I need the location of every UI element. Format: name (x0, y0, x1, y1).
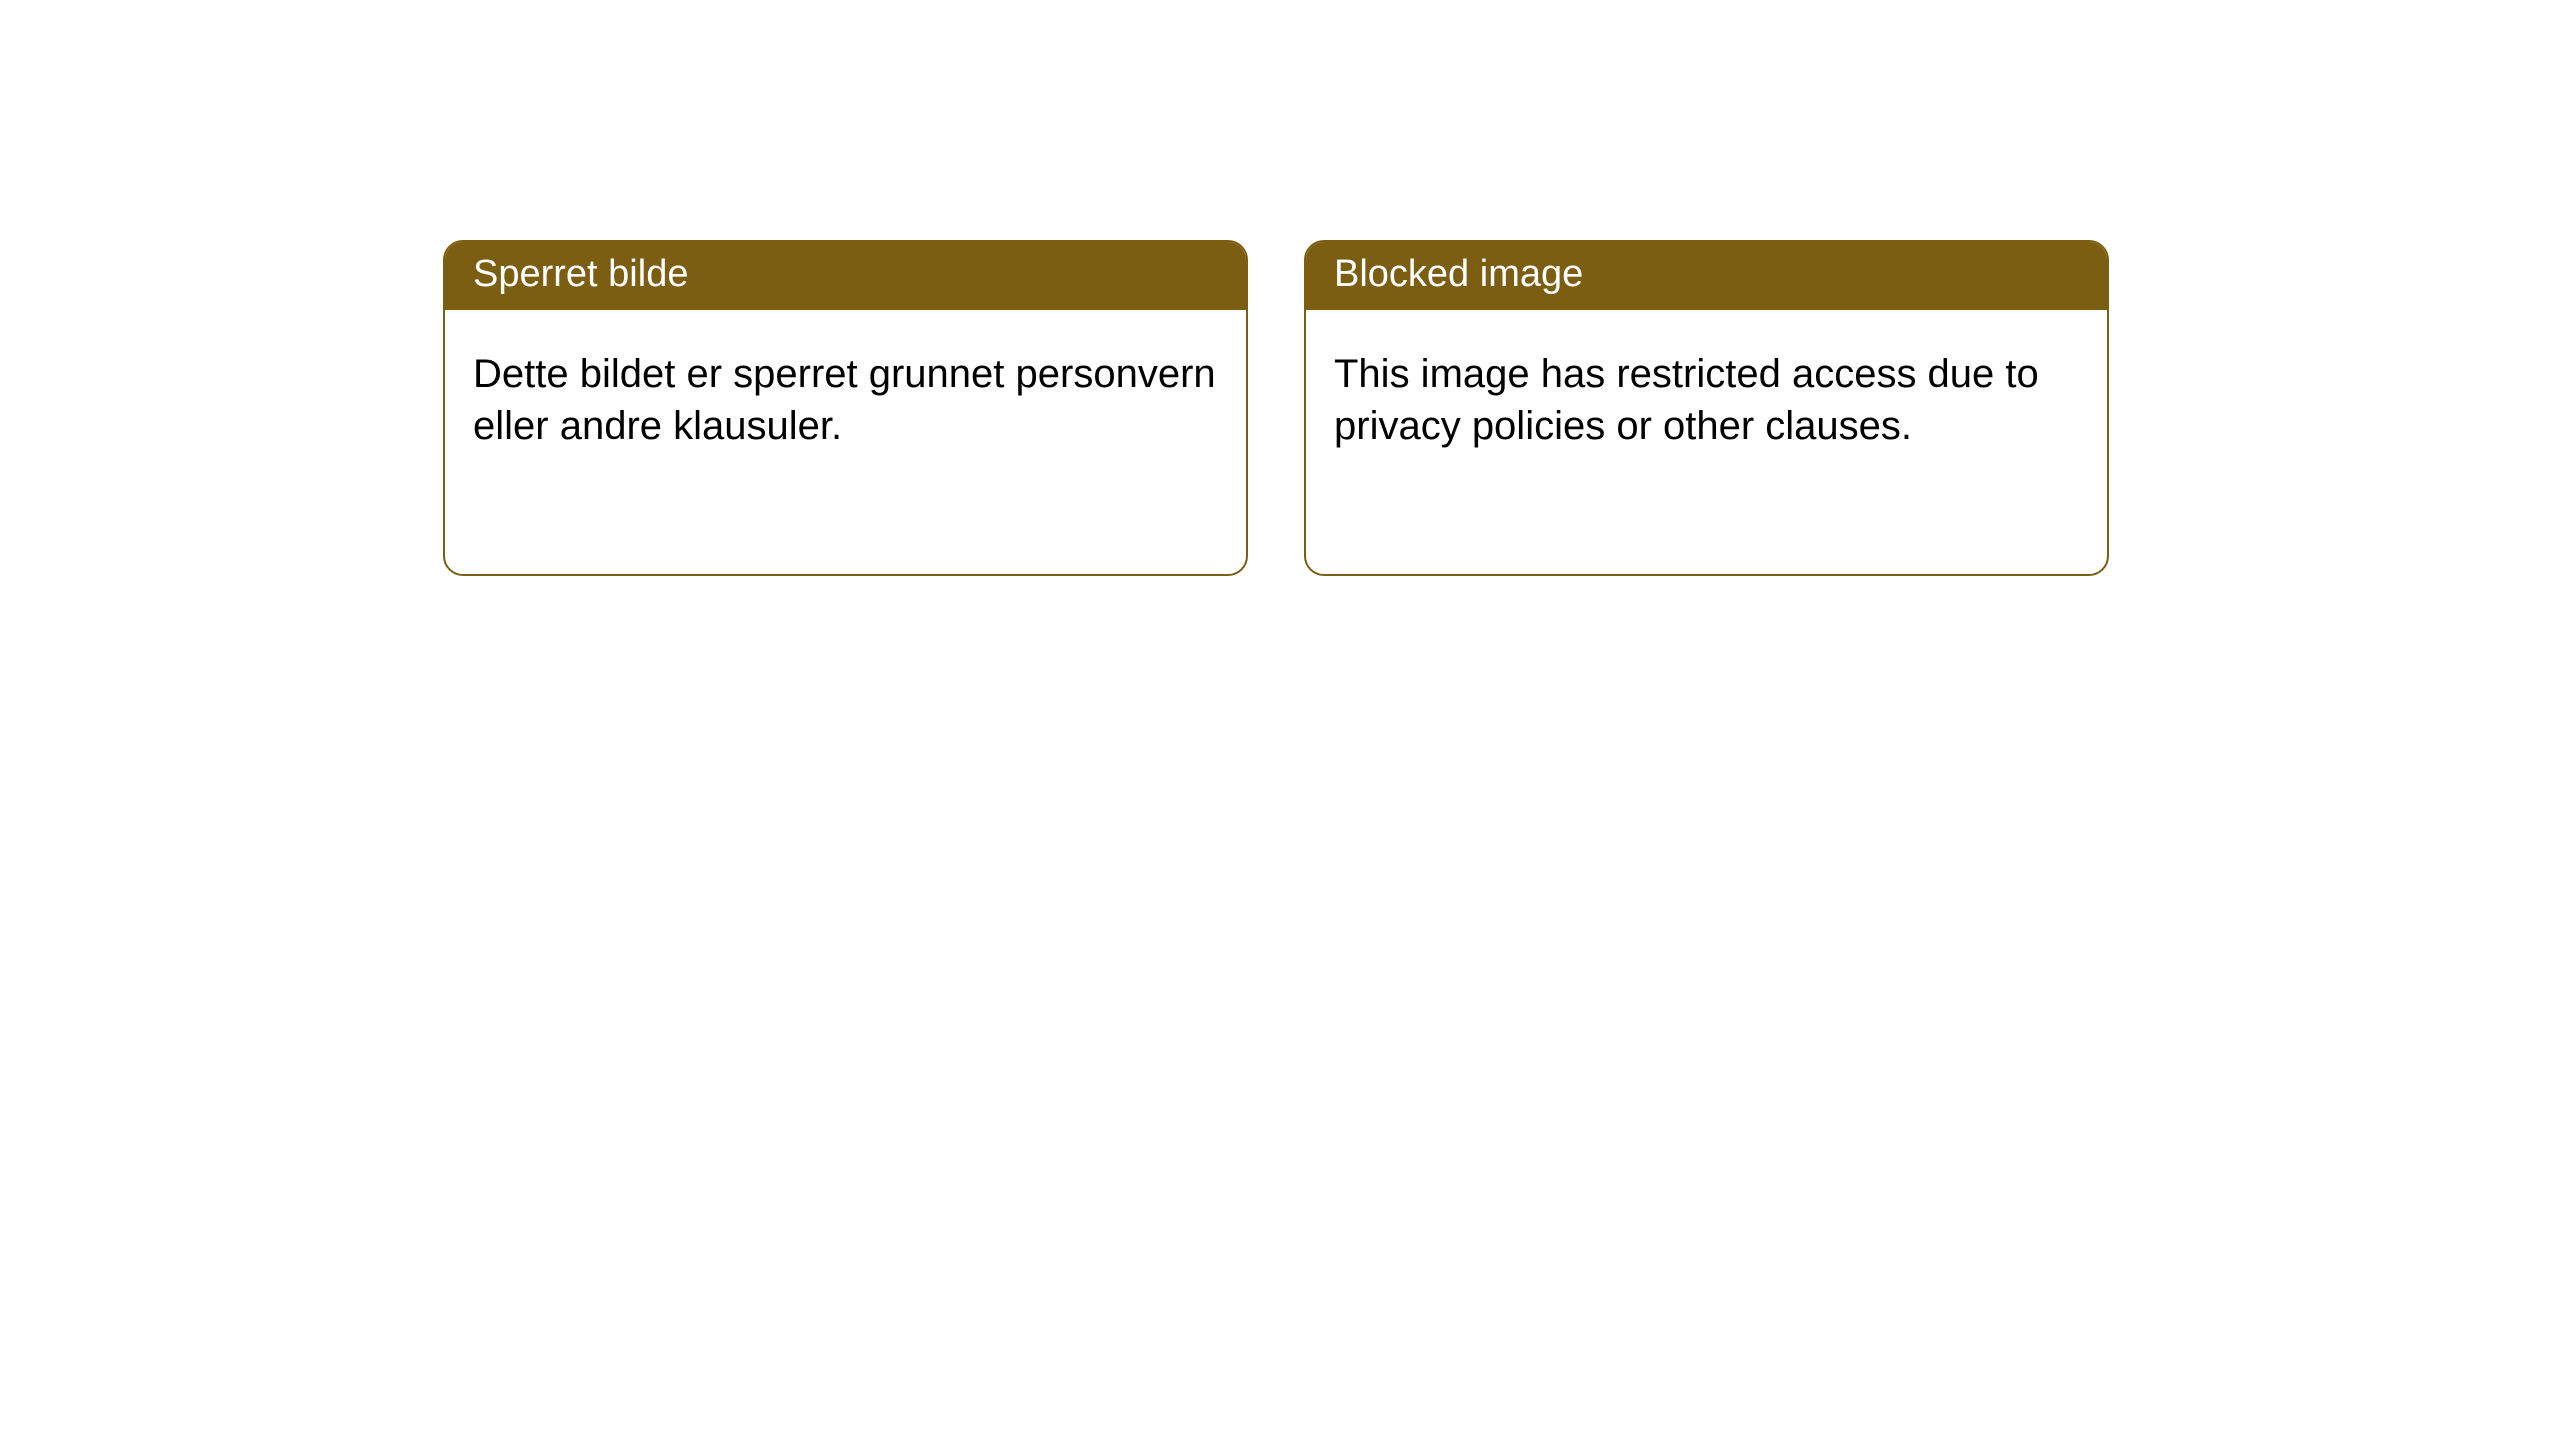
notice-card-norwegian: Sperret bilde Dette bildet er sperret gr… (443, 240, 1248, 576)
notice-header-english: Blocked image (1306, 242, 2107, 310)
notice-header-norwegian: Sperret bilde (445, 242, 1246, 310)
notice-container: Sperret bilde Dette bildet er sperret gr… (443, 240, 2109, 576)
notice-body-english: This image has restricted access due to … (1306, 310, 2107, 482)
notice-card-english: Blocked image This image has restricted … (1304, 240, 2109, 576)
notice-body-norwegian: Dette bildet er sperret grunnet personve… (445, 310, 1246, 482)
